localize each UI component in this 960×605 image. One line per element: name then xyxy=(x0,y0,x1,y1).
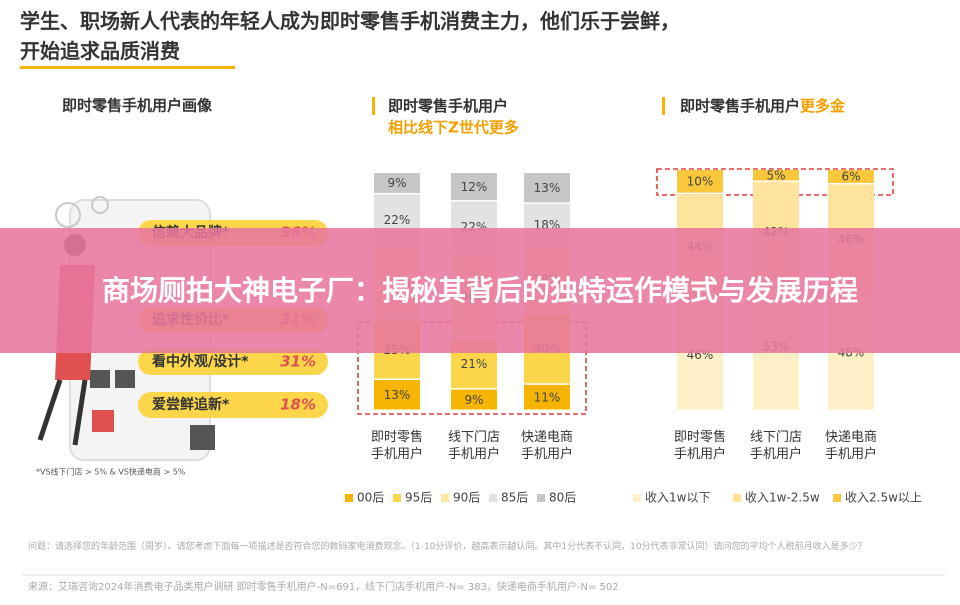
data-label: 9% xyxy=(387,176,406,190)
data-label: 13% xyxy=(534,181,561,195)
bar-segment xyxy=(524,384,570,410)
x-tick-label: 即时零售 手机用户 xyxy=(370,430,423,462)
bar-segment xyxy=(451,173,497,201)
profile-label: 爱尝鲜追新* xyxy=(152,396,230,413)
x-tick-label: 快递电商 手机用户 xyxy=(520,430,573,462)
chart-title-marker xyxy=(372,97,375,115)
data-label: 6% xyxy=(841,170,860,184)
legend-label: 收入1w-2.5w xyxy=(745,491,820,505)
legend-label: 95后 xyxy=(405,491,432,505)
data-label: 13% xyxy=(384,388,411,402)
chart-title: 即时零售手机用户更多金 xyxy=(680,97,846,115)
legend-swatch xyxy=(345,494,353,502)
chart-title-text: 即时零售手机用户 xyxy=(388,97,508,115)
bar-segment xyxy=(374,380,420,410)
data-label: 22% xyxy=(384,213,411,227)
x-tick-label: 快递电商 手机用户 xyxy=(824,430,877,462)
profile-pill xyxy=(138,349,328,375)
chart-title-text: 即时零售手机用户 xyxy=(680,97,800,115)
bar-segment xyxy=(374,173,420,193)
chart-title-marker xyxy=(662,97,665,115)
profile-value: 31% xyxy=(280,353,316,371)
profile-value: 18% xyxy=(280,396,316,414)
profile-pill xyxy=(138,392,328,418)
overlay-banner: 商场厕拍大神电子厂：揭秘其背后的独特运作模式与发展历程 xyxy=(0,228,960,353)
chart-title: 即时零售手机用户 xyxy=(388,97,508,115)
x-tick-label: 线下门店 手机用户 xyxy=(447,430,500,462)
x-tick-label: 即时零售 手机用户 xyxy=(673,430,726,462)
data-label: 21% xyxy=(461,357,488,371)
profile-title: 即时零售手机用户画像 xyxy=(62,97,213,115)
data-label: 10% xyxy=(687,175,714,189)
footnote-question: 问题：请选择您的年龄范围（周岁）。请您考虑下面每一项描述是否符合您的数码家电消费… xyxy=(28,542,867,552)
data-label: 12% xyxy=(461,180,488,194)
legend-swatch xyxy=(537,494,545,502)
legend-swatch xyxy=(393,494,401,502)
chart-subtitle: 相比线下Z世代更多 xyxy=(388,119,519,137)
footnote-source: 来源：艾瑞咨询2024年消费电子品类用户调研 即时零售手机用户-N=691，线下… xyxy=(28,582,619,593)
legend-label: 80后 xyxy=(549,491,576,505)
legend-swatch xyxy=(733,494,741,502)
profile-label: 看中外观/设计* xyxy=(151,353,249,370)
bar-segment xyxy=(753,170,799,181)
legend-label: 00后 xyxy=(357,491,384,505)
title-underline xyxy=(20,66,235,69)
legend-swatch xyxy=(833,494,841,502)
legend-swatch xyxy=(441,494,449,502)
legend-swatch xyxy=(633,494,641,502)
chart-title-highlight: 更多金 xyxy=(800,97,846,115)
legend-label: 收入2.5w以上 xyxy=(845,491,922,505)
bar-segment xyxy=(524,173,570,203)
legend-label: 收入1w以下 xyxy=(645,491,710,505)
data-label: 9% xyxy=(464,393,483,407)
legend-label: 85后 xyxy=(501,491,528,505)
bar-segment xyxy=(677,170,723,193)
bar-segment xyxy=(828,170,874,183)
banner-text: 商场厕拍大神电子厂：揭秘其背后的独特运作模式与发展历程 xyxy=(101,273,858,307)
data-label: 11% xyxy=(534,390,561,404)
profile-note: *VS线下门店 > 5% & VS快递电商 > 5% xyxy=(36,467,186,477)
bar-segment xyxy=(451,389,497,410)
legend-swatch xyxy=(489,494,497,502)
page-title: 学生、职场新人代表的年轻人成为即时零售手机消费主力，他们乐于尝鲜， 开始追求品质… xyxy=(20,9,680,63)
data-label: 5% xyxy=(766,169,785,183)
x-tick-label: 线下门店 手机用户 xyxy=(749,430,802,462)
legend-label: 90后 xyxy=(453,491,480,505)
